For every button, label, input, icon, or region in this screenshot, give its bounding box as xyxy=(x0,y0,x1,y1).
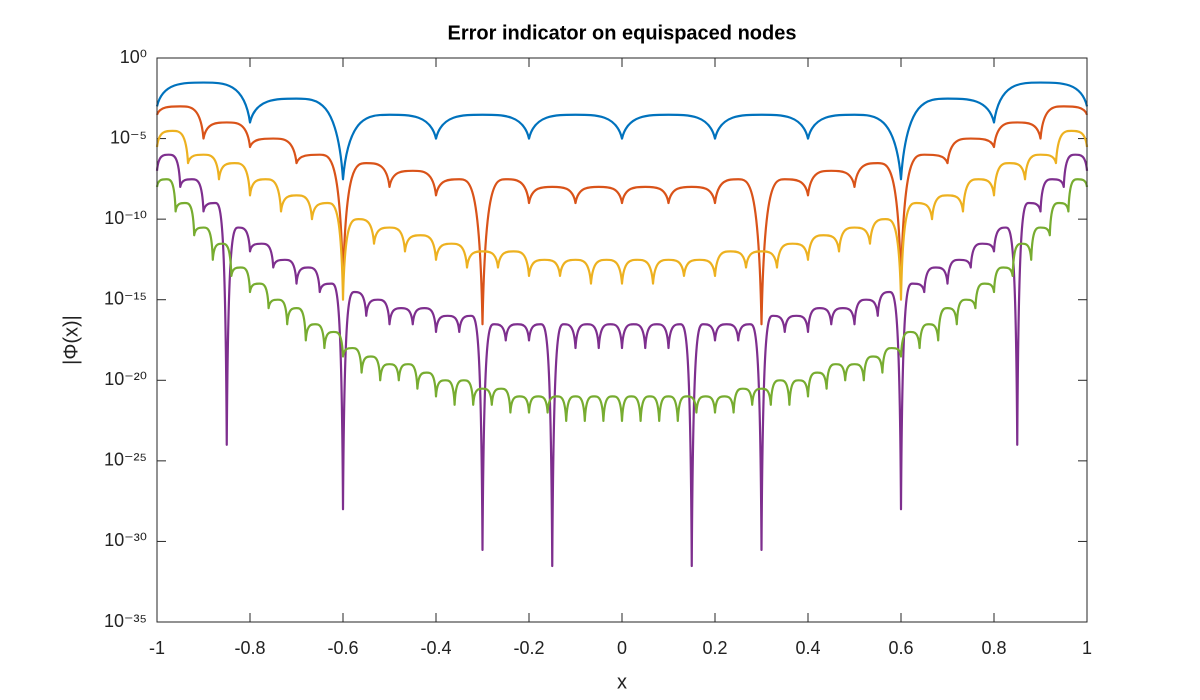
series-line xyxy=(155,105,1089,326)
y-tick-label: 10⁻³⁵ xyxy=(104,611,147,631)
x-tick-label: 0.4 xyxy=(795,638,820,658)
y-tick-label: 10⁻¹⁰ xyxy=(104,208,147,228)
series-line xyxy=(155,153,1089,568)
x-tick-label: -0.6 xyxy=(327,638,358,658)
series-line xyxy=(155,81,1089,181)
y-tick-label: 10⁻³⁰ xyxy=(104,530,147,550)
series-line xyxy=(155,129,1089,301)
plot-area: 10⁰ 10⁻⁵ 10⁻¹⁰ 10⁻¹⁵ 10⁻²⁰ 10⁻²⁵ 10⁻³⁰ 10⁻³⁵-1 -… xyxy=(104,47,1092,658)
x-tick-label: -1 xyxy=(149,638,165,658)
y-tick-label: 10⁻²⁰ xyxy=(104,369,147,389)
plot-frame xyxy=(156,57,1088,623)
x-tick-label: -0.2 xyxy=(513,638,544,658)
x-axis-label: x xyxy=(617,671,627,693)
x-tick-label: -0.8 xyxy=(234,638,265,658)
y-tick-label: 10⁻⁵ xyxy=(110,127,147,147)
series-line xyxy=(155,178,1089,423)
y-axis-label: |Φ(x)| xyxy=(60,315,82,365)
x-tick-label: 0 xyxy=(617,638,627,658)
y-tick-label: 10⁻¹⁵ xyxy=(104,288,147,308)
chart-title: Error indicator on equispaced nodes xyxy=(448,22,797,44)
x-tick-label: 1 xyxy=(1082,638,1092,658)
y-tick-label: 10⁻²⁵ xyxy=(104,450,147,470)
x-tick-label: 0.8 xyxy=(981,638,1006,658)
y-tick-label: 10⁰ xyxy=(120,47,147,67)
x-tick-label: -0.4 xyxy=(420,638,451,658)
x-tick-label: 0.6 xyxy=(888,638,913,658)
x-tick-label: 0.2 xyxy=(702,638,727,658)
